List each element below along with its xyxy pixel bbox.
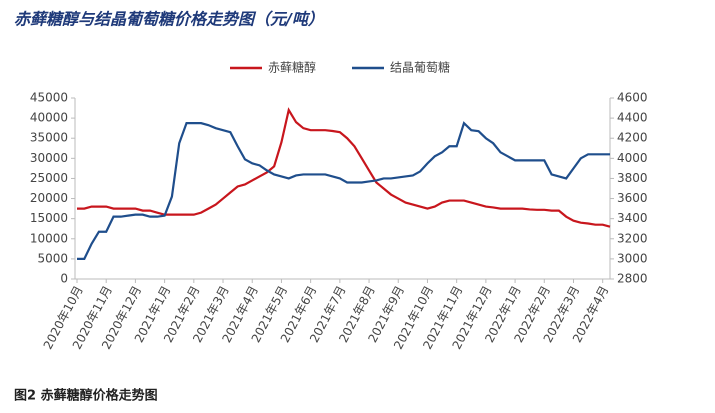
series-line: [77, 121, 610, 260]
caption: 图2 赤藓糖醇价格走势图: [14, 388, 158, 404]
y2-tick-label: 3200: [617, 231, 648, 245]
y-tick-label: 35000: [30, 131, 68, 145]
y-tick-label: 30000: [30, 151, 68, 165]
y-tick-label: 20000: [30, 191, 68, 205]
y-tick-label: 0: [60, 272, 68, 286]
y2-tick-label: 3600: [617, 191, 648, 205]
series-line: [77, 107, 611, 228]
y-tick-label: 45000: [30, 91, 68, 105]
y2-tick-label: 4200: [617, 131, 648, 145]
y2-tick-label: 4600: [617, 91, 648, 105]
y2-tick-label: 3000: [617, 251, 648, 265]
chart-title: 赤藓糖醇与结晶葡萄糖价格走势图（元/吨）: [14, 10, 324, 29]
y2-tick-label: 3800: [617, 171, 648, 185]
y2-tick-label: 4400: [617, 111, 648, 125]
y-tick-label: 10000: [30, 231, 68, 245]
y-tick-label: 15000: [30, 211, 68, 225]
y2-tick-label: 2800: [617, 272, 648, 286]
y-tick-label: 40000: [30, 111, 68, 125]
legend-label: 结晶葡萄糖: [390, 60, 450, 75]
y-tick-label: 5000: [37, 251, 68, 265]
y-tick-label: 25000: [30, 171, 68, 185]
y2-tick-label: 4000: [617, 151, 648, 165]
y2-tick-label: 3400: [617, 211, 648, 225]
legend-label: 赤藓糖醇: [268, 60, 316, 75]
